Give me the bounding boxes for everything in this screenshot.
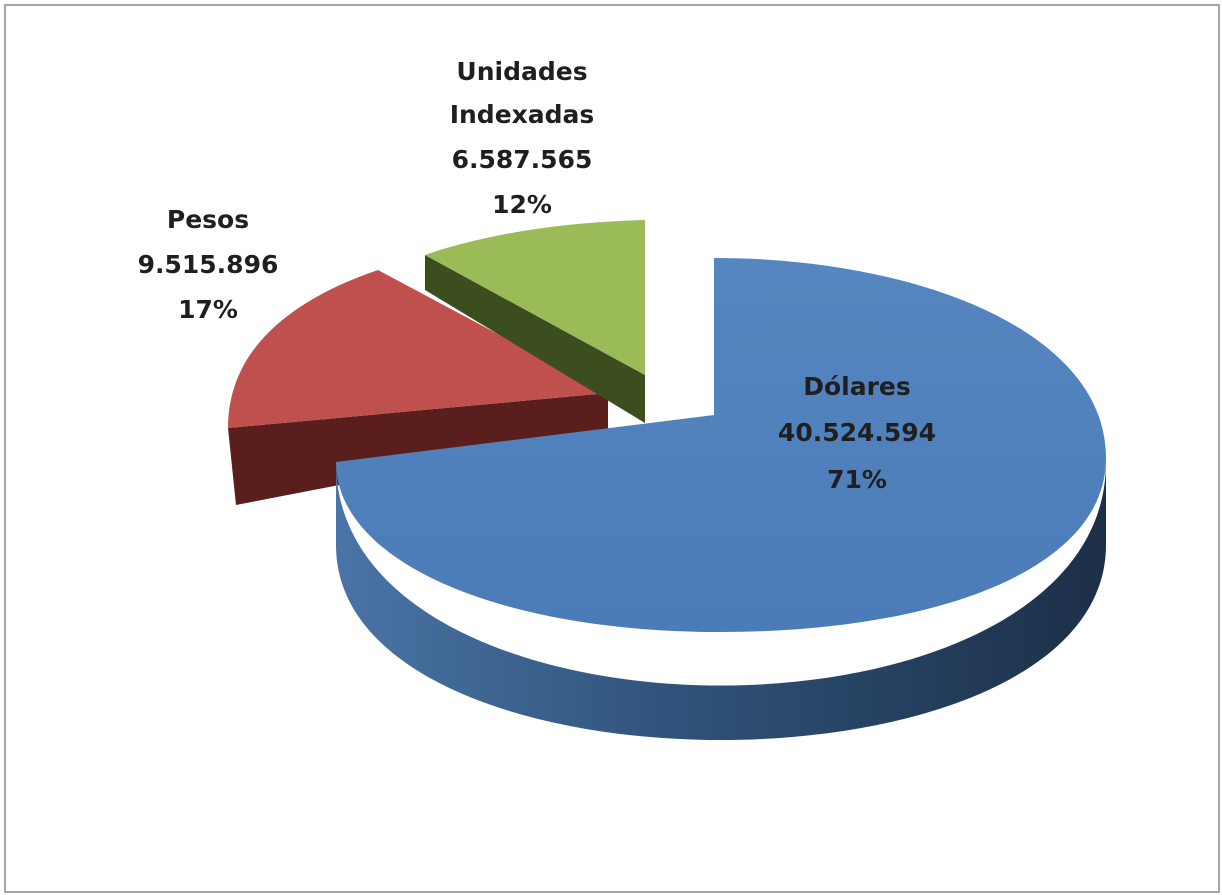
label-unidades-value: 6.587.565 bbox=[452, 145, 593, 174]
label-unidades-name-line1: Unidades bbox=[456, 57, 587, 86]
slice-unidades-indexadas bbox=[425, 220, 645, 423]
label-pesos-name: Pesos bbox=[167, 205, 249, 234]
label-dolares-value: 40.524.594 bbox=[778, 418, 936, 447]
slice-dolares bbox=[336, 258, 1106, 740]
slice-pesos-top bbox=[228, 270, 608, 428]
label-dolares-name: Dólares bbox=[803, 372, 911, 401]
label-pesos-value: 9.515.896 bbox=[138, 250, 279, 279]
data-label-pesos: Pesos 9.515.896 17% bbox=[138, 205, 279, 324]
slice-pesos-side bbox=[228, 393, 608, 505]
slice-unidades-top bbox=[425, 220, 645, 375]
label-unidades-percent: 12% bbox=[492, 190, 552, 219]
label-unidades-name-line2: Indexadas bbox=[450, 100, 595, 129]
slice-dolares-side bbox=[336, 462, 1106, 740]
label-dolares-percent: 71% bbox=[827, 465, 887, 494]
label-pesos-percent: 17% bbox=[178, 295, 238, 324]
slice-unidades-side bbox=[425, 255, 645, 423]
slice-pesos bbox=[228, 270, 608, 505]
data-label-dolares: Dólares 40.524.594 71% bbox=[778, 372, 936, 494]
slice-dolares-top bbox=[336, 258, 1106, 632]
data-label-unidades-indexadas: Unidades Indexadas 6.587.565 12% bbox=[450, 57, 595, 219]
